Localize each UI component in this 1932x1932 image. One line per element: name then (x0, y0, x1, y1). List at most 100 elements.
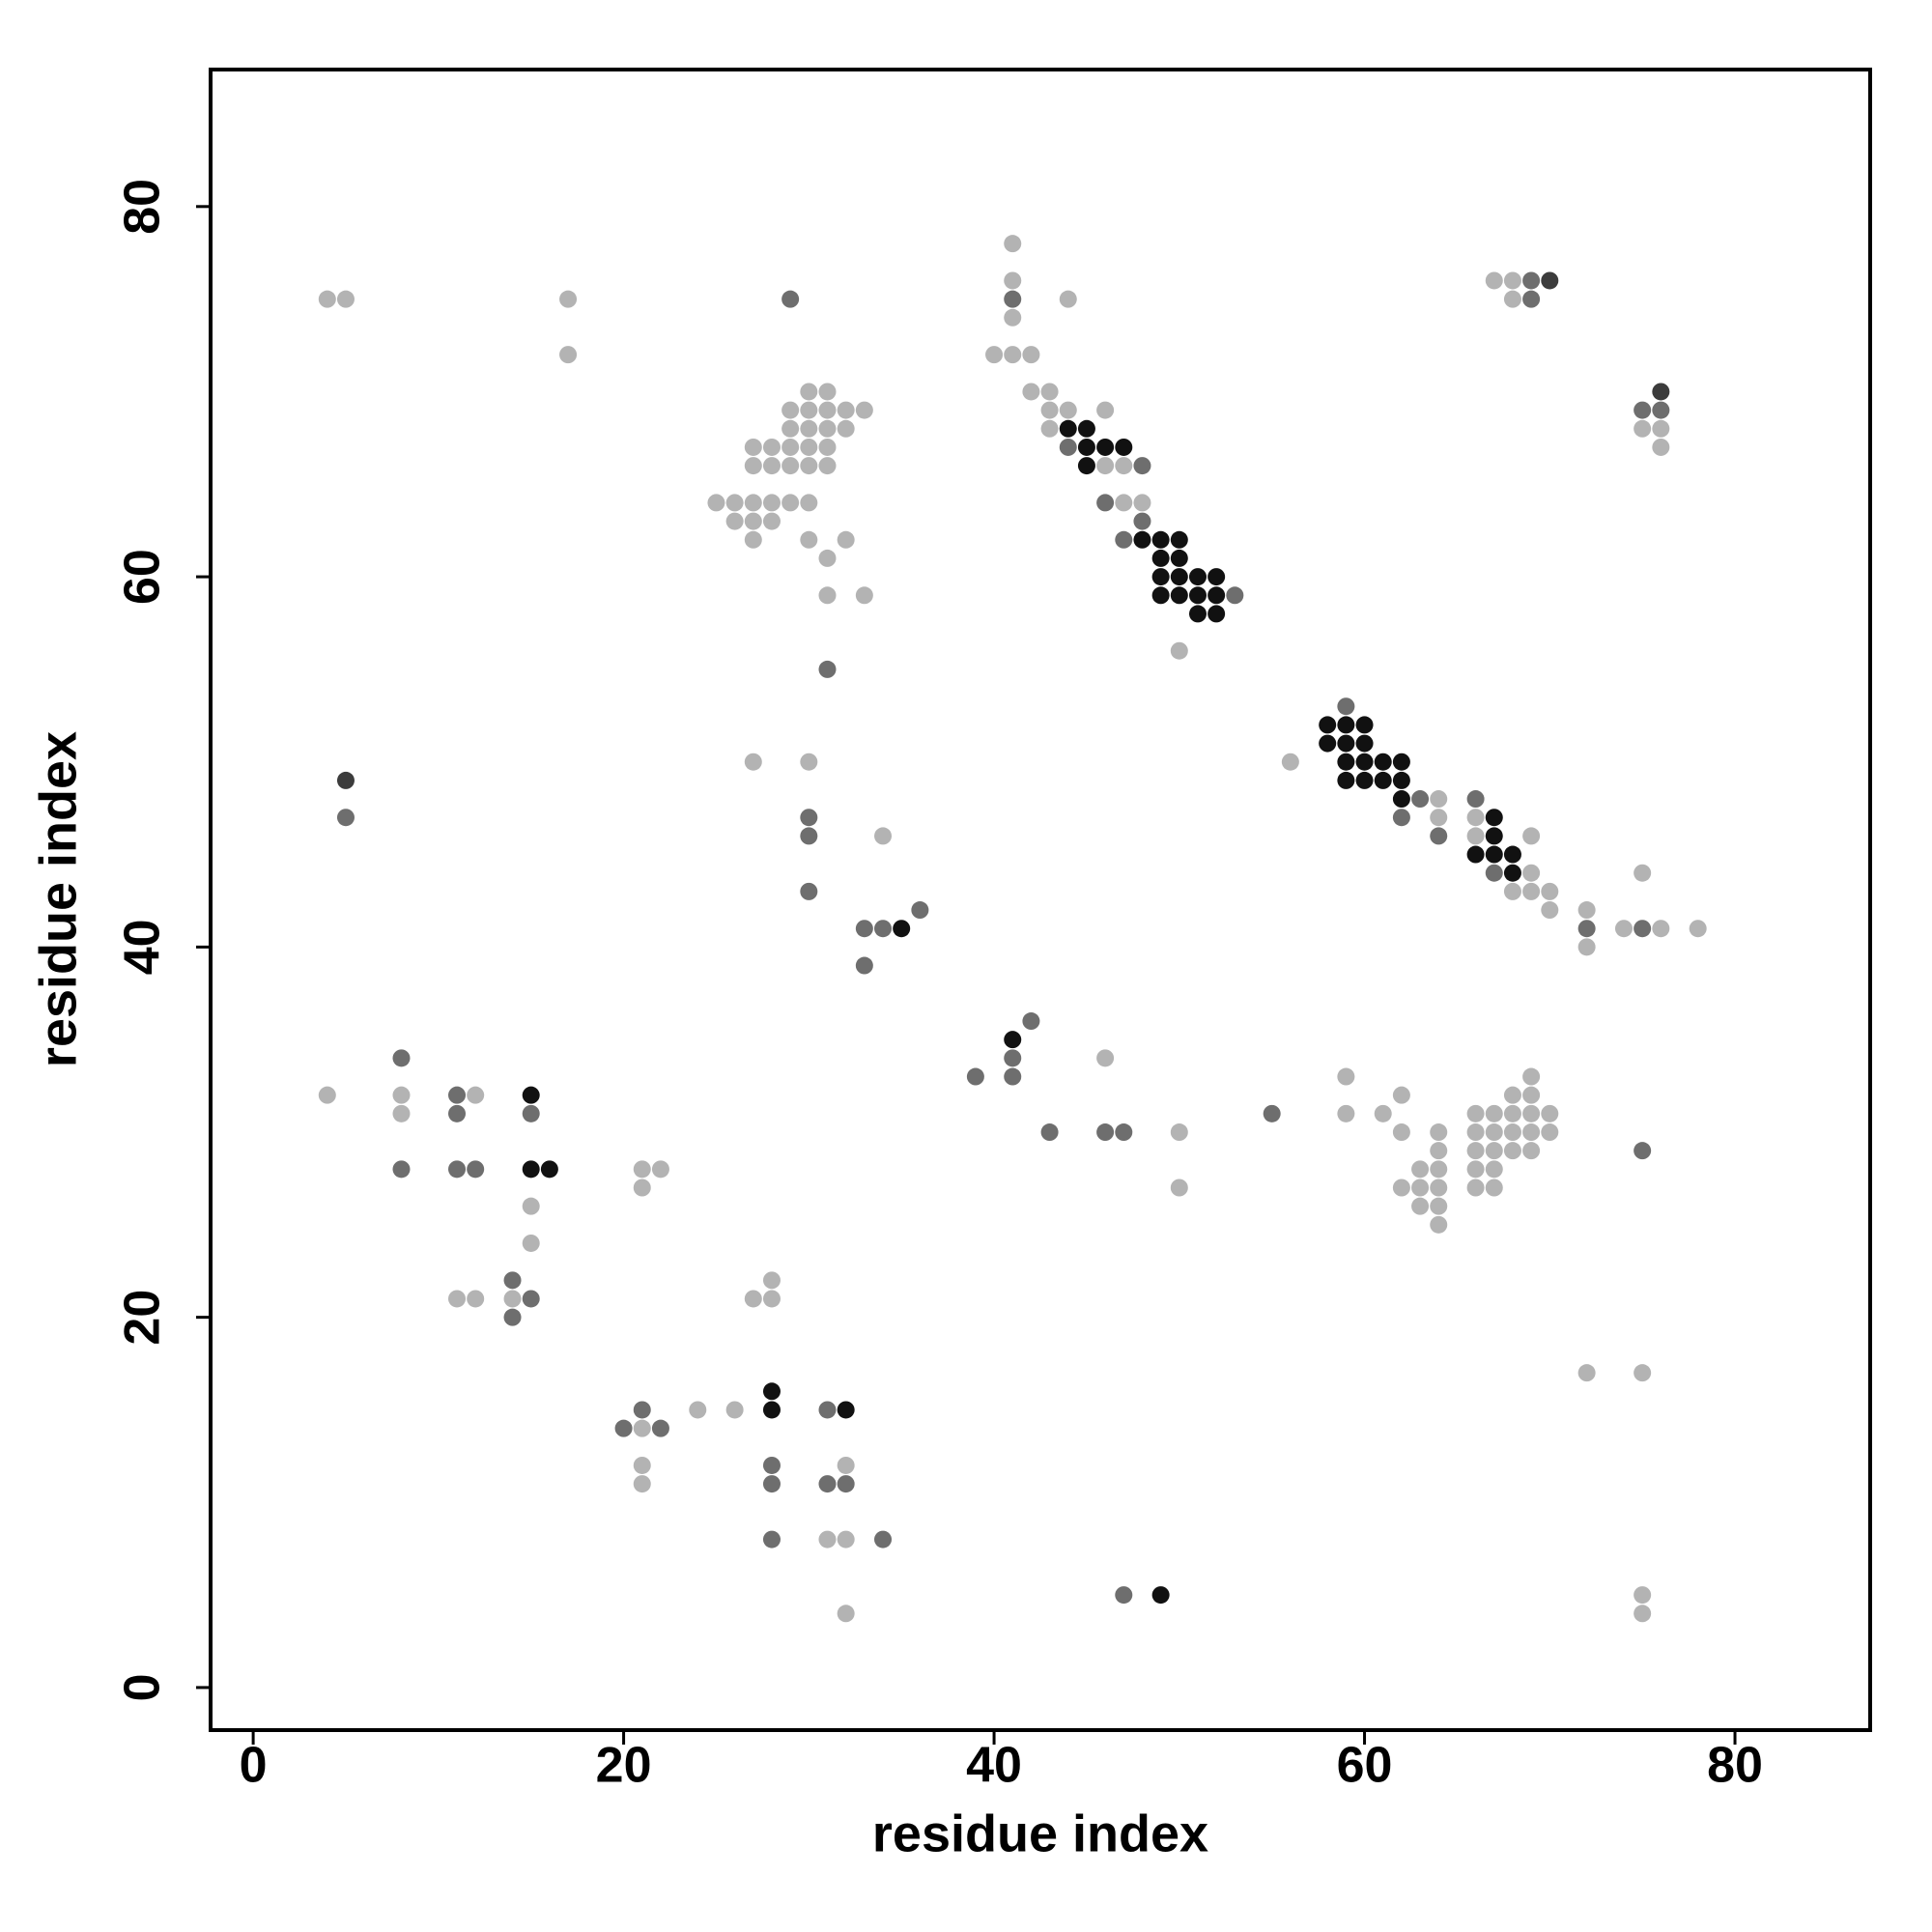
contact-point (1337, 1067, 1355, 1086)
contact-point (800, 753, 818, 771)
contact-point (762, 1530, 781, 1548)
contact-point (744, 457, 762, 475)
contact-point (1430, 809, 1448, 827)
contact-point (1503, 864, 1521, 882)
contact-point (1004, 271, 1022, 290)
contact-point (1522, 1067, 1541, 1086)
contact-point (762, 457, 781, 475)
contact-point (1634, 1586, 1652, 1605)
contact-point (781, 401, 800, 419)
contact-point (781, 290, 800, 308)
contact-point (837, 1456, 855, 1474)
contact-point (1077, 419, 1095, 438)
contact-point (1188, 586, 1207, 605)
contact-point (1430, 1123, 1448, 1142)
contact-point (837, 401, 855, 419)
contact-point (874, 1530, 893, 1548)
contact-point (818, 457, 837, 475)
contact-point (1652, 401, 1670, 419)
y-axis-label: residue index (29, 731, 87, 1067)
contact-point (1689, 920, 1707, 938)
contact-point (707, 494, 725, 512)
contact-point (725, 494, 744, 512)
x-tick-label: 20 (596, 1738, 652, 1794)
contact-point (1411, 790, 1430, 809)
contact-point (855, 920, 873, 938)
contact-point (1226, 586, 1244, 605)
contact-point (1634, 419, 1652, 438)
contact-point (1652, 419, 1670, 438)
contact-point (1337, 753, 1355, 771)
contact-point (744, 512, 762, 530)
contact-point (818, 383, 837, 401)
contact-point (336, 809, 355, 827)
contact-point (762, 1271, 781, 1290)
contact-point (1541, 901, 1559, 920)
contact-point (1466, 809, 1485, 827)
contact-point (633, 1456, 651, 1474)
contact-point (1208, 586, 1226, 605)
contact-point (1577, 901, 1596, 920)
contact-point (985, 346, 1004, 364)
contact-point (1022, 383, 1040, 401)
contact-point (1430, 1142, 1448, 1160)
contact-point (1004, 1049, 1022, 1067)
contact-point (837, 530, 855, 549)
contact-point (855, 586, 873, 605)
contact-point (336, 771, 355, 789)
contact-point (744, 438, 762, 456)
contact-point (1115, 1586, 1133, 1605)
contact-point (1430, 827, 1448, 845)
contact-point (1374, 753, 1392, 771)
contact-point (689, 1401, 707, 1419)
contact-point (800, 882, 818, 900)
contact-point (781, 419, 800, 438)
contact-point (1634, 401, 1652, 419)
contact-point (1411, 1179, 1430, 1197)
contact-point (1188, 568, 1207, 586)
contact-point (1319, 716, 1337, 734)
contact-point (1059, 419, 1077, 438)
contact-point (800, 494, 818, 512)
y-tick-label: 80 (115, 179, 171, 235)
contact-point (1355, 753, 1374, 771)
contact-point (1077, 438, 1095, 456)
contact-point (1614, 920, 1633, 938)
contact-point (1004, 1067, 1022, 1086)
contact-point (1466, 1142, 1485, 1160)
contact-point (781, 457, 800, 475)
contact-point (1577, 1364, 1596, 1382)
contact-point (762, 1475, 781, 1493)
contact-point (1522, 1104, 1541, 1122)
contact-point (1374, 771, 1392, 789)
contact-point (1652, 920, 1670, 938)
points (318, 235, 1707, 1623)
contact-point (744, 1290, 762, 1308)
contact-point (1652, 383, 1670, 401)
contact-point (1040, 383, 1059, 401)
contact-point (1392, 753, 1410, 771)
contact-point (522, 1160, 540, 1179)
contact-point (1096, 494, 1115, 512)
contact-point (1059, 401, 1077, 419)
contact-point (1281, 753, 1299, 771)
contact-point (633, 1475, 651, 1493)
contact-point (392, 1086, 411, 1104)
contact-point (633, 1419, 651, 1437)
contact-point (837, 419, 855, 438)
contact-point (1466, 790, 1485, 809)
contact-point (1503, 1123, 1521, 1142)
contact-point (781, 494, 800, 512)
contact-point (1355, 716, 1374, 734)
x-tick-label: 80 (1707, 1738, 1763, 1794)
contact-point (467, 1086, 485, 1104)
contact-point (503, 1271, 522, 1290)
contact-point (1652, 438, 1670, 456)
contact-point (1411, 1197, 1430, 1215)
contact-point (1115, 530, 1133, 549)
contact-point (1096, 401, 1115, 419)
contact-point (1541, 1104, 1559, 1122)
contact-point (318, 1086, 336, 1104)
contact-point (1485, 271, 1503, 290)
